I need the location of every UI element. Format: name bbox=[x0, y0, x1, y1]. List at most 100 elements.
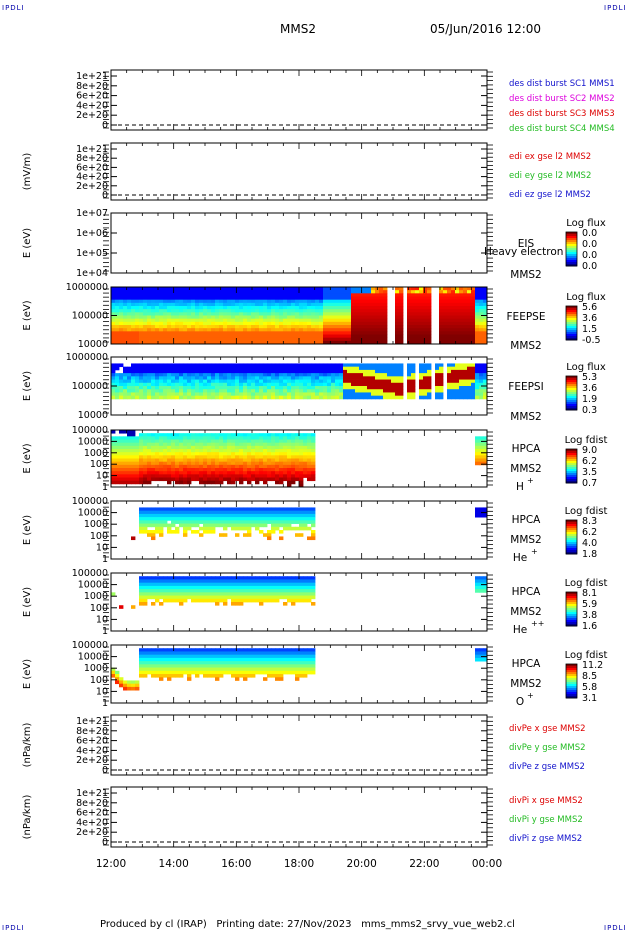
spectrogram-cell bbox=[159, 458, 164, 463]
spectrogram-cell bbox=[111, 337, 116, 342]
spectrogram-cell bbox=[207, 328, 212, 332]
spectrogram-cell bbox=[283, 309, 288, 313]
spectrogram-cell bbox=[275, 585, 280, 590]
spectrogram-cell bbox=[171, 455, 176, 459]
spectrogram-cell bbox=[303, 392, 308, 397]
colorbar-cell bbox=[566, 598, 577, 601]
spectrogram-cell bbox=[271, 293, 276, 297]
spectrogram-cell bbox=[171, 582, 176, 587]
spectrogram-cell bbox=[119, 386, 124, 390]
spectrogram-cell bbox=[203, 674, 208, 678]
spectrogram-cell bbox=[175, 592, 180, 596]
spectrogram-cell bbox=[135, 337, 140, 342]
spectrogram-cell bbox=[299, 299, 304, 304]
spectrogram-cell bbox=[319, 389, 324, 393]
spectrogram-cell bbox=[111, 592, 116, 596]
spectrogram-cell bbox=[263, 379, 268, 384]
spectrogram-cell bbox=[259, 340, 264, 345]
spectrogram-cell bbox=[227, 468, 232, 472]
spectrogram-cell bbox=[455, 382, 460, 387]
spectrogram-cell bbox=[295, 513, 300, 518]
spectrogram-cell bbox=[227, 395, 232, 400]
spectrogram-cell bbox=[235, 325, 240, 329]
spectrogram-cell bbox=[235, 654, 240, 659]
spectrogram-cell bbox=[435, 386, 440, 390]
spectrogram-cell bbox=[203, 585, 208, 590]
spectrogram-cell bbox=[395, 395, 400, 400]
spectrogram-cell bbox=[483, 436, 488, 440]
spectrogram-cell bbox=[283, 340, 288, 345]
spectrogram-cell bbox=[303, 287, 308, 291]
spectrogram-cell bbox=[307, 582, 312, 587]
spectrogram-cell bbox=[311, 513, 316, 518]
spectrogram-cell bbox=[171, 340, 176, 345]
spectrogram-cell bbox=[263, 648, 268, 652]
spectrogram-cell bbox=[363, 309, 368, 313]
spectrogram-cell bbox=[335, 299, 340, 304]
spectrogram-cell bbox=[131, 477, 136, 482]
spectrogram-cell bbox=[267, 382, 272, 387]
spectrogram-cell bbox=[427, 392, 432, 397]
spectrogram-cell bbox=[195, 455, 200, 459]
spectrogram-cell bbox=[163, 373, 168, 377]
spectrogram-cell bbox=[227, 648, 232, 652]
spectrogram-cell bbox=[255, 585, 260, 590]
spectrogram-cell bbox=[395, 318, 400, 323]
spectrogram-cell bbox=[379, 290, 384, 294]
spectrogram-cell bbox=[283, 363, 288, 368]
spectrogram-cell bbox=[203, 325, 208, 329]
spectrogram-cell bbox=[123, 458, 128, 463]
spectrogram-cell bbox=[259, 321, 264, 326]
spectrogram-cell bbox=[163, 290, 168, 294]
spectrogram-cell bbox=[463, 369, 468, 374]
spectrogram-cell bbox=[243, 526, 248, 531]
spectrogram-cell bbox=[283, 517, 288, 521]
spectrogram-cell bbox=[475, 579, 480, 584]
spectrogram-cell bbox=[235, 392, 240, 397]
spectrogram-cell bbox=[399, 293, 404, 297]
spectrogram-cell bbox=[303, 513, 308, 518]
spectrogram-cell bbox=[211, 477, 216, 482]
spectrogram-cell bbox=[203, 654, 208, 659]
spectrogram-cell bbox=[131, 318, 136, 323]
spectrogram-cell bbox=[123, 296, 128, 301]
spectrogram-cell bbox=[475, 395, 480, 400]
spectrogram-cell bbox=[219, 461, 224, 466]
spectrogram-cell bbox=[299, 483, 304, 488]
spectrogram-cell bbox=[267, 536, 272, 541]
spectrogram-cell bbox=[415, 296, 420, 301]
spectrogram-cell bbox=[223, 576, 228, 580]
spectrogram-cell bbox=[119, 392, 124, 397]
spectrogram-cell bbox=[155, 592, 160, 596]
spectrogram-cell bbox=[183, 302, 188, 307]
colorbar-cell bbox=[566, 336, 577, 339]
spectrogram-cell bbox=[247, 293, 252, 297]
spectrogram-cell bbox=[219, 445, 224, 450]
spectrogram-cell bbox=[215, 598, 220, 603]
spectrogram-cell bbox=[231, 334, 236, 339]
spectrogram-cell bbox=[311, 299, 316, 304]
spectrogram-cell bbox=[303, 373, 308, 377]
spectrogram-cell bbox=[203, 480, 208, 485]
spectrogram-cell bbox=[415, 328, 420, 332]
spectrogram-cell bbox=[239, 464, 244, 469]
spectrogram-cell bbox=[195, 592, 200, 596]
spectrogram-cell bbox=[127, 290, 132, 294]
spectrogram-cell bbox=[447, 369, 452, 374]
spectrogram-cell bbox=[415, 334, 420, 339]
spectrogram-cell bbox=[479, 340, 484, 345]
spectrogram-cell bbox=[475, 325, 480, 329]
spectrogram-cell bbox=[259, 455, 264, 459]
spectrogram-cell bbox=[383, 334, 388, 339]
spectrogram-cell bbox=[263, 452, 268, 456]
spectrogram-cell bbox=[423, 299, 428, 304]
spectrogram-cell bbox=[111, 395, 116, 400]
spectrogram-cell bbox=[207, 449, 212, 453]
spectrogram-cell bbox=[135, 321, 140, 326]
spectrogram-cell bbox=[167, 318, 172, 323]
spectrogram-cell bbox=[227, 507, 232, 512]
spectrogram-cell bbox=[335, 321, 340, 326]
spectrogram-cell bbox=[279, 318, 284, 323]
spectrogram-cell bbox=[191, 664, 196, 668]
